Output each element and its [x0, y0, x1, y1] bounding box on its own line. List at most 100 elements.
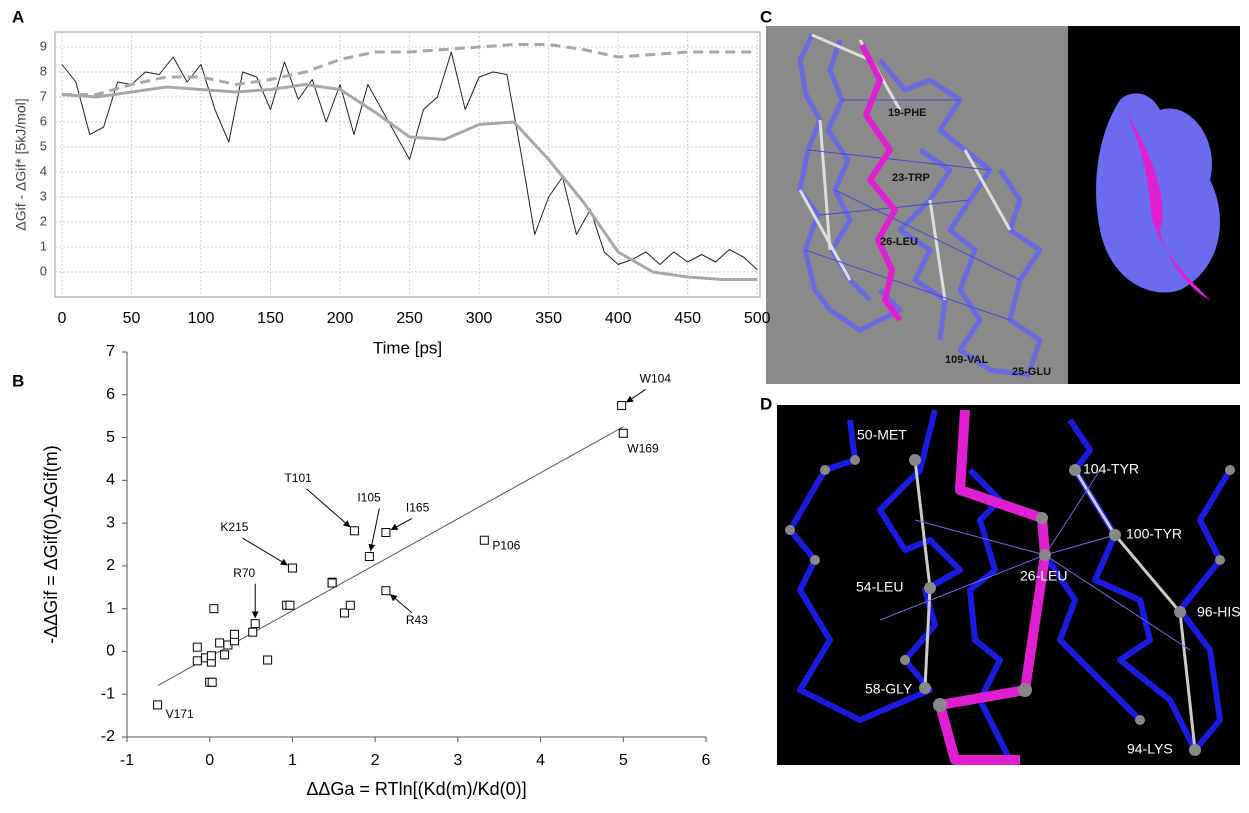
data-point — [287, 563, 297, 573]
residue-label: 94-LYS — [1127, 741, 1173, 757]
point-label: W169 — [627, 441, 659, 455]
x-tick-label: -1 — [120, 752, 134, 769]
x-tick-label: 500 — [744, 310, 771, 327]
point-label: K215 — [220, 520, 248, 534]
annotation-arrow — [626, 389, 646, 403]
x-tick-label: 50 — [123, 310, 141, 327]
point-label: R43 — [406, 613, 428, 627]
y-tick-label: 2 — [106, 557, 115, 574]
y-tick-label: 6 — [40, 113, 47, 128]
data-point — [248, 627, 258, 637]
y-tick-label: 4 — [106, 472, 115, 489]
panel-label: B — [12, 371, 24, 390]
y-tick-label: 9 — [40, 38, 47, 53]
x-tick-label: 250 — [396, 310, 423, 327]
panel-label: D — [760, 394, 772, 413]
data-point — [340, 608, 350, 618]
data-point — [250, 619, 260, 629]
data-point — [349, 526, 359, 536]
y-axis-label: ΔGif - ΔGif* [5kJ/mol] — [13, 98, 29, 230]
x-tick-label: 0 — [57, 310, 66, 327]
data-point — [364, 551, 374, 561]
data-point — [263, 655, 273, 665]
data-point — [381, 528, 391, 538]
data-point — [153, 700, 163, 710]
y-tick-label: 5 — [106, 429, 115, 446]
x-tick-label: 300 — [466, 310, 493, 327]
residue-label: 109-VAL — [945, 354, 988, 366]
y-tick-label: 3 — [106, 514, 115, 531]
x-tick-label: 4 — [536, 752, 545, 769]
data-point — [479, 535, 489, 545]
x-tick-label: 450 — [674, 310, 701, 327]
point-label: V171 — [166, 707, 194, 721]
residue-label: 19-PHE — [888, 107, 927, 119]
residue-label: 26-LEU — [1020, 568, 1067, 584]
panel-label: C — [760, 7, 772, 26]
point-label: W104 — [640, 372, 672, 386]
data-point — [618, 428, 628, 438]
residue-label: 100-TYR — [1126, 526, 1182, 542]
data-point — [207, 677, 217, 687]
residue-label: 26-LEU — [880, 236, 918, 248]
y-tick-label: 0 — [40, 263, 47, 278]
annotation-arrow — [368, 508, 380, 552]
x-tick-label: 3 — [453, 752, 462, 769]
residue-label: 23-TRP — [892, 172, 930, 184]
y-axis-label: -ΔΔGif = ΔGif(0)-ΔGif(m) — [41, 445, 61, 644]
y-tick-label: 3 — [40, 188, 47, 203]
x-tick-label: 350 — [535, 310, 562, 327]
residue-label: 104-TYR — [1083, 461, 1139, 477]
y-tick-label: 7 — [106, 343, 115, 360]
y-tick-label: 5 — [40, 138, 47, 153]
x-axis-label: Time [ps] — [373, 338, 442, 357]
data-point — [230, 629, 240, 639]
x-tick-label: 200 — [327, 310, 354, 327]
y-tick-label: 1 — [106, 600, 115, 617]
y-tick-label: 8 — [40, 63, 47, 78]
y-tick-label: -2 — [101, 728, 115, 745]
data-point — [192, 642, 202, 652]
point-label: T101 — [284, 471, 312, 485]
residue-label: 54-LEU — [856, 579, 903, 595]
annotation-arrow — [242, 537, 288, 566]
panel-c-image — [766, 26, 1240, 384]
data-point — [215, 638, 225, 648]
y-tick-label: 6 — [106, 386, 115, 403]
data-line — [61, 83, 758, 281]
point-label: P106 — [492, 538, 520, 552]
data-line — [61, 43, 758, 96]
x-tick-label: 5 — [619, 752, 628, 769]
x-tick-label: 0 — [205, 752, 214, 769]
y-tick-label: 1 — [40, 238, 47, 253]
y-tick-label: 7 — [40, 88, 47, 103]
data-point — [327, 578, 337, 588]
residue-label: 25-GLU — [1012, 366, 1051, 378]
x-axis-label: ΔΔGa = RTln[(Kd(m)/Kd(0)] — [306, 779, 526, 799]
x-tick-label: 150 — [257, 310, 284, 327]
x-tick-label: 100 — [188, 310, 215, 327]
x-tick-label: 400 — [605, 310, 632, 327]
annotation-arrow — [306, 488, 351, 528]
x-tick-label: 1 — [288, 752, 297, 769]
data-point — [285, 600, 295, 610]
point-label: I105 — [357, 491, 381, 505]
point-label: I165 — [406, 501, 430, 515]
x-tick-label: 2 — [371, 752, 380, 769]
residue-label: 58-GLY — [865, 681, 913, 697]
annotation-arrow — [390, 518, 413, 531]
residue-label: 96-HIS — [1197, 604, 1241, 620]
data-point — [345, 600, 355, 610]
data-point — [209, 604, 219, 614]
point-label: R70 — [233, 566, 255, 580]
data-point — [206, 651, 216, 661]
data-point — [617, 400, 627, 410]
x-tick-label: 6 — [702, 752, 711, 769]
y-tick-label: 2 — [40, 213, 47, 228]
data-point — [381, 586, 391, 596]
data-point — [220, 650, 230, 660]
y-tick-label: -1 — [101, 685, 115, 702]
panel-label: A — [12, 7, 24, 26]
annotation-arrow — [389, 594, 413, 614]
residue-label: 50-MET — [857, 427, 907, 443]
